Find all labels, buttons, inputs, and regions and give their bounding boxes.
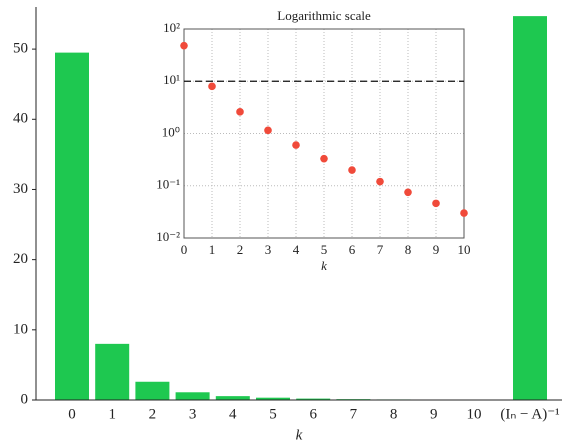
y-tick-label: 30 [13,181,28,197]
x-tick-label: 8 [405,242,412,257]
bar [296,398,331,400]
point [236,108,244,116]
y-tick-label: 10 [13,321,28,337]
y-tick-label: 10¹ [163,72,180,87]
x-tick-label: 4 [229,406,237,422]
bar [95,343,130,400]
point [460,209,468,217]
x-tick-label: 0 [181,242,188,257]
point [180,41,188,50]
x-tick-label: 10 [467,406,482,422]
inset-title: Logarithmic scale [277,8,371,23]
x-tick-label: 5 [321,242,328,257]
point [208,82,216,91]
bar [175,392,210,400]
bar [55,52,89,401]
bar [215,396,250,400]
inset-frame [183,28,465,239]
x-tick-label: 10 [458,242,471,257]
x-tick-label: 6 [309,406,317,422]
x-tick-label: 4 [293,242,300,257]
y-tick-label: 0 [21,391,29,407]
point [348,166,356,174]
point [376,177,384,186]
x-tick-label: 9 [430,406,438,422]
x-tick-label: 2 [149,406,157,422]
x-tick-label: 5 [269,406,277,422]
y-tick-label: 50 [13,41,28,57]
y-tick-label: 10⁻² [156,229,180,244]
x-tick-label: 1 [209,242,216,257]
x-tick-label: 9 [433,242,440,257]
point [292,141,300,149]
bar [513,16,547,400]
x-tick-label: 0 [68,406,76,422]
x-tick-label: 3 [189,406,197,422]
x-tick-label: 6 [349,242,356,257]
point [432,199,440,208]
x-axis-label: k [321,258,327,273]
y-tick-label: 10⁻¹ [156,177,180,192]
point [320,154,328,163]
point [264,126,272,135]
y-tick-label: 20 [13,251,28,267]
x-tick-label: 7 [350,406,358,422]
x-tick-label: 8 [390,406,398,422]
x-tick-label: 1 [108,406,116,422]
point [404,188,412,197]
x-tick-label: 7 [377,242,384,257]
bar [256,397,290,400]
x-tick-label: (Iₙ − A)⁻¹ [500,406,559,422]
x-axis-label: k [296,427,303,443]
x-tick-label: 3 [265,242,272,257]
y-tick-label: 10⁰ [162,124,180,139]
bar [135,381,170,400]
y-tick-label: 40 [13,111,28,127]
y-tick-label: 10² [163,20,180,35]
x-tick-label: 2 [237,242,244,257]
